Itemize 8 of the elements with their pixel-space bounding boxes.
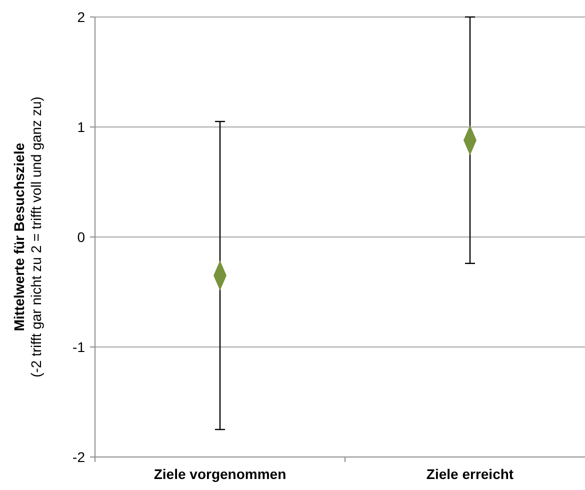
y-tick-label: -1 (72, 338, 86, 355)
x-tick-label: Ziele vorgenommen (154, 466, 286, 482)
y-tick-label: 2 (77, 8, 86, 25)
y-tick-label: -2 (72, 448, 86, 465)
y-tick-label: 0 (77, 228, 86, 245)
x-tick-label: Ziele erreicht (426, 466, 514, 482)
y-tick-label: 1 (77, 118, 86, 135)
y-axis-title: Mittelwerte für Besuchsziele (-2 trifft gar nicht zu 2 = trifft voll und ganz zu) (11, 96, 44, 378)
